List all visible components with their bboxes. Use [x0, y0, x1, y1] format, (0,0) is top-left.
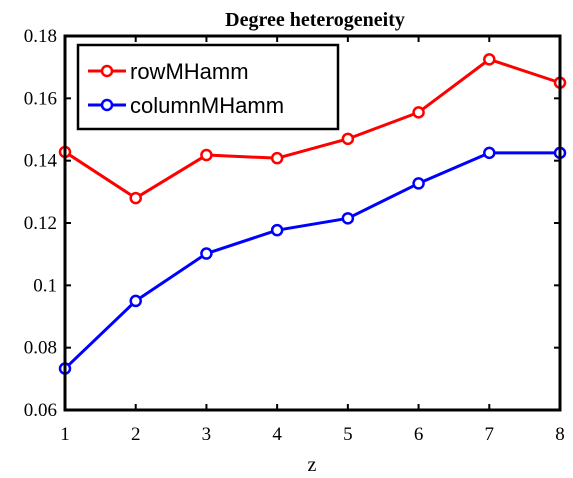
data-point-columnMHamm	[412, 177, 425, 190]
data-point-rowMHamm	[129, 191, 142, 205]
x-tick-label: 7	[485, 424, 495, 445]
y-tick-label: 0.12	[24, 213, 57, 234]
data-point-rowMHamm	[270, 151, 284, 165]
y-tick-label: 0.14	[24, 151, 58, 172]
legend-label: columnMHamm	[130, 93, 284, 118]
legend-swatch-marker	[100, 98, 114, 112]
y-tick-label: 0.18	[24, 26, 57, 47]
data-point-rowMHamm	[341, 132, 355, 146]
legend: rowMHamm columnMHamm	[76, 43, 340, 131]
y-tick-label: 0.06	[24, 400, 57, 421]
series-line-columnMHamm	[63, 151, 560, 370]
chart-title: Degree heterogeneity	[225, 9, 405, 31]
x-tick-label: 8	[555, 424, 565, 445]
data-point-rowMHamm	[412, 106, 425, 119]
data-point-columnMHamm	[270, 223, 284, 237]
x-tick-label: 5	[343, 424, 353, 445]
data-point-columnMHamm	[200, 247, 213, 260]
y-tick-label: 0.1	[33, 275, 57, 296]
x-axis-label: z	[308, 454, 317, 476]
data-point-columnMHamm	[129, 294, 142, 308]
legend-box	[76, 43, 340, 131]
data-point-rowMHamm	[483, 53, 496, 66]
x-tick-label: 3	[202, 424, 212, 445]
plot-frame	[63, 34, 562, 412]
data-point-rowMHamm	[200, 148, 213, 162]
series-layer	[58, 53, 567, 375]
legend-label: rowMHamm	[130, 59, 249, 84]
x-tick-label: 1	[60, 424, 70, 445]
x-tick-label: 4	[272, 424, 282, 445]
y-tick-label: 0.08	[24, 338, 57, 359]
y-tick-label: 0.16	[24, 88, 57, 109]
legend-swatch-marker	[100, 64, 114, 78]
series-line-rowMHamm	[64, 57, 561, 200]
x-tick-label: 2	[131, 424, 141, 445]
x-tick-label: 6	[414, 424, 424, 445]
data-point-columnMHamm	[483, 146, 496, 160]
data-point-columnMHamm	[341, 212, 355, 225]
